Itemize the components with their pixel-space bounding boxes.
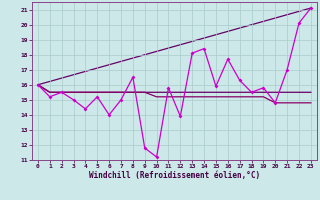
X-axis label: Windchill (Refroidissement éolien,°C): Windchill (Refroidissement éolien,°C) — [89, 171, 260, 180]
